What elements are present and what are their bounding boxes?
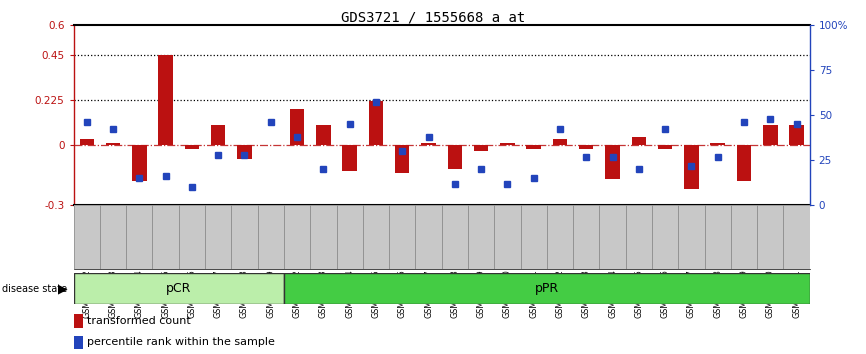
Bar: [789, 125, 804, 145]
FancyBboxPatch shape: [416, 205, 442, 269]
FancyBboxPatch shape: [678, 205, 705, 269]
FancyBboxPatch shape: [231, 205, 258, 269]
FancyBboxPatch shape: [652, 205, 678, 269]
Bar: [579, 145, 593, 149]
Bar: [74, 336, 83, 349]
FancyBboxPatch shape: [731, 205, 757, 269]
FancyBboxPatch shape: [494, 205, 520, 269]
Bar: [658, 145, 672, 149]
FancyBboxPatch shape: [152, 205, 178, 269]
FancyBboxPatch shape: [363, 205, 389, 269]
Text: GDS3721 / 1555668_a_at: GDS3721 / 1555668_a_at: [341, 11, 525, 25]
Bar: [631, 137, 646, 145]
Text: ▶: ▶: [57, 282, 68, 295]
FancyBboxPatch shape: [389, 205, 416, 269]
FancyBboxPatch shape: [284, 273, 810, 304]
Bar: [710, 143, 725, 145]
FancyBboxPatch shape: [468, 205, 494, 269]
FancyBboxPatch shape: [337, 205, 363, 269]
Bar: [158, 55, 173, 145]
Bar: [132, 145, 146, 181]
Text: disease state: disease state: [2, 284, 67, 293]
FancyBboxPatch shape: [599, 205, 625, 269]
FancyBboxPatch shape: [705, 205, 731, 269]
Bar: [184, 145, 199, 149]
Bar: [474, 145, 488, 151]
Bar: [527, 145, 541, 149]
Bar: [553, 139, 567, 145]
Bar: [395, 145, 410, 173]
FancyBboxPatch shape: [258, 205, 284, 269]
FancyBboxPatch shape: [205, 205, 231, 269]
FancyBboxPatch shape: [757, 205, 784, 269]
Bar: [211, 125, 225, 145]
FancyBboxPatch shape: [546, 205, 573, 269]
Bar: [342, 145, 357, 171]
FancyBboxPatch shape: [573, 205, 599, 269]
FancyBboxPatch shape: [100, 205, 126, 269]
Bar: [106, 143, 120, 145]
FancyBboxPatch shape: [74, 205, 100, 269]
FancyBboxPatch shape: [284, 205, 310, 269]
Text: percentile rank within the sample: percentile rank within the sample: [87, 337, 275, 348]
Bar: [684, 145, 699, 189]
Bar: [737, 145, 751, 181]
Bar: [448, 145, 462, 169]
Bar: [316, 125, 331, 145]
Text: pPR: pPR: [534, 282, 559, 295]
Bar: [605, 145, 620, 179]
FancyBboxPatch shape: [126, 205, 152, 269]
FancyBboxPatch shape: [74, 273, 284, 304]
FancyBboxPatch shape: [625, 205, 652, 269]
Bar: [501, 143, 514, 145]
FancyBboxPatch shape: [784, 205, 810, 269]
Bar: [421, 143, 436, 145]
FancyBboxPatch shape: [520, 205, 546, 269]
Bar: [290, 109, 304, 145]
FancyBboxPatch shape: [442, 205, 468, 269]
FancyBboxPatch shape: [178, 205, 205, 269]
Text: transformed count: transformed count: [87, 316, 191, 326]
Text: pCR: pCR: [166, 282, 191, 295]
Bar: [237, 145, 252, 159]
Bar: [369, 101, 383, 145]
Bar: [763, 125, 778, 145]
FancyBboxPatch shape: [310, 205, 337, 269]
Bar: [80, 139, 94, 145]
Bar: [74, 314, 83, 328]
